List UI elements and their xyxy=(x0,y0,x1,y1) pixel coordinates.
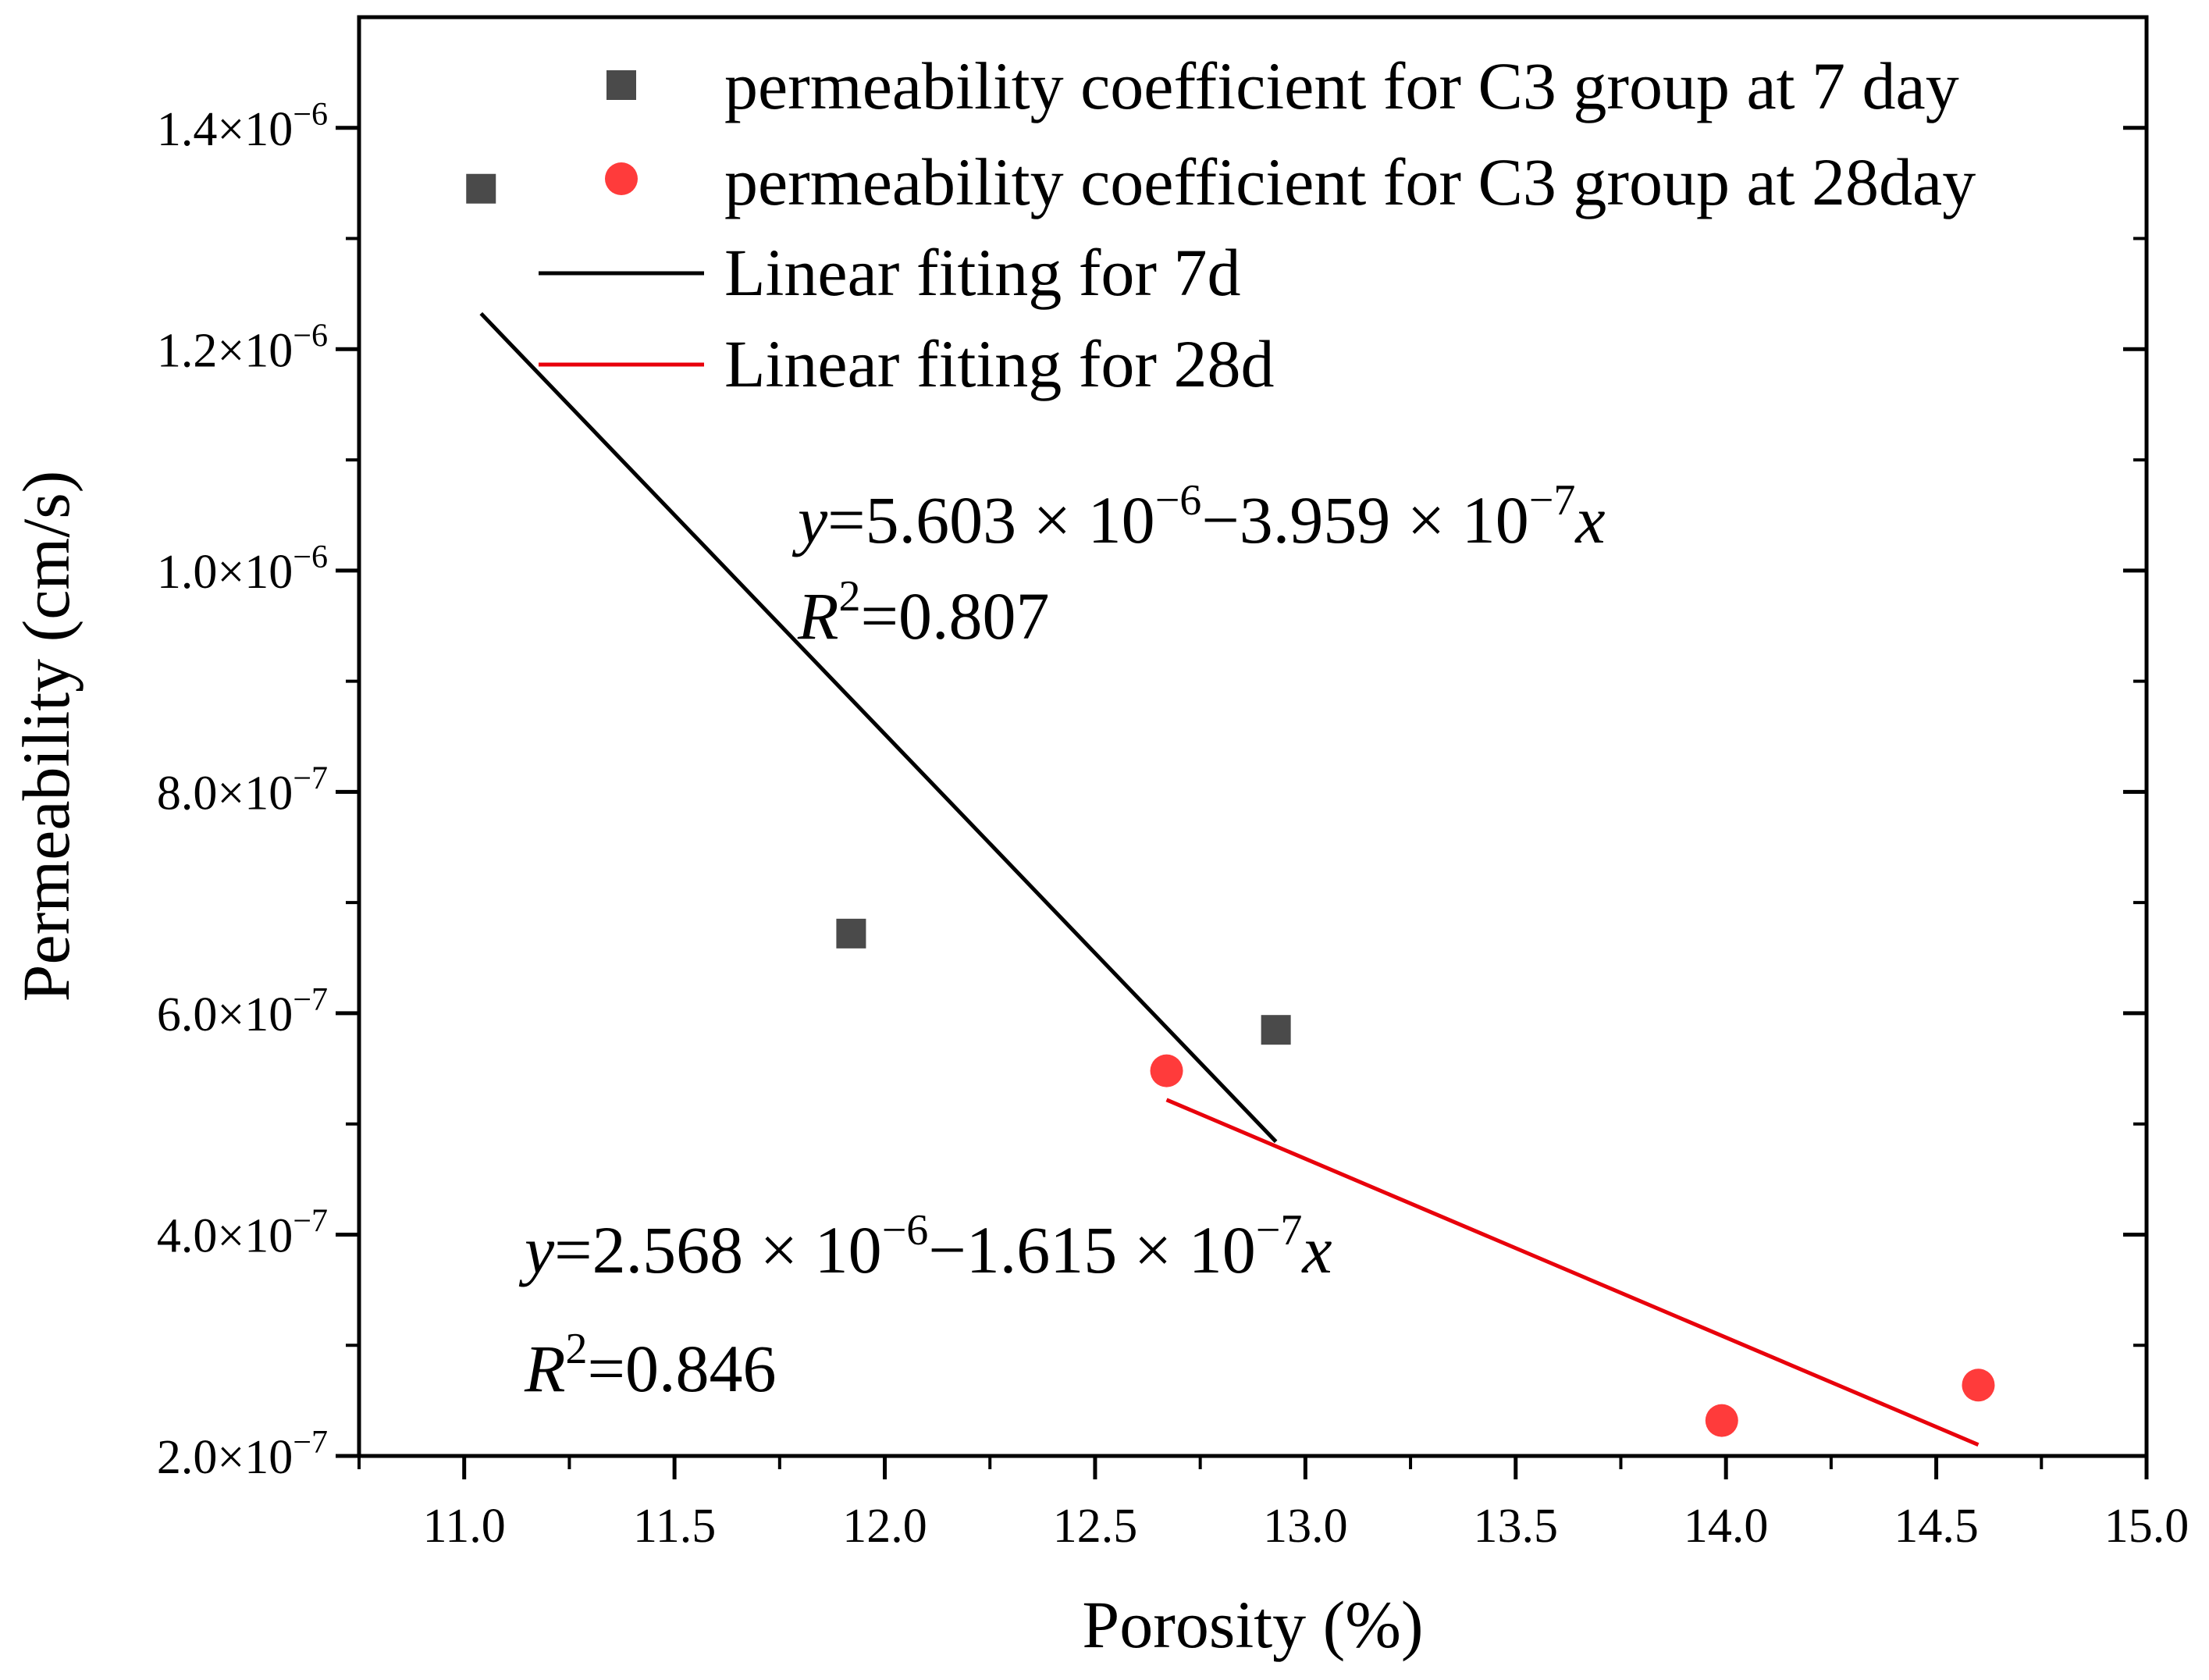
y-axis-ticks: 2.0×10−7 4.0×10−7 6.0×10−7 8.0×10−7 1.0×10−6… xyxy=(157,97,2147,1484)
x-axis-ticks: 11.0 11.5 12.0 12.5 13.0 13.5 14.0 14.5 15.0 xyxy=(357,1456,2189,1553)
r2-7d: R2=0.807 xyxy=(797,572,1050,653)
y-tick-label: 8.0×10−7 xyxy=(157,760,328,820)
annotation-7d: y=5.603 × 10−6−3.959 × 10−7x R2=0.807 xyxy=(791,476,1606,653)
y-tick-label: 2.0×10−7 xyxy=(157,1425,328,1484)
y-tick-label: 1.0×10−6 xyxy=(157,539,328,599)
legend-marker-7d xyxy=(606,70,636,100)
x-tick-label: 12.5 xyxy=(1053,1500,1138,1553)
x-tick-label: 14.5 xyxy=(1894,1500,1979,1553)
x-tick-label: 11.5 xyxy=(633,1500,716,1553)
y-axis-title: Permeability (cm/s) xyxy=(9,471,84,1002)
legend-label-fit-7d: Linear fiting for 7d xyxy=(724,235,1241,310)
equation-7d: y=5.603 × 10−6−3.959 × 10−7x xyxy=(791,476,1606,557)
legend-label-7d: permeability coefficient for C3 group at… xyxy=(724,48,1959,123)
data-point-28d xyxy=(1150,1054,1183,1087)
data-markers xyxy=(466,173,1995,1437)
data-point-28d xyxy=(1962,1369,1995,1402)
fit-lines xyxy=(479,311,1980,1447)
x-tick-label: 15.0 xyxy=(2104,1500,2189,1553)
x-tick-label: 11.0 xyxy=(423,1500,506,1553)
data-point-7d xyxy=(836,918,866,949)
equation-28d: y=2.568 × 10−6−1.615 × 10−7x xyxy=(518,1206,1332,1287)
legend-label-28d: permeability coefficient for C3 group at… xyxy=(724,144,1976,219)
data-point-28d xyxy=(1705,1404,1738,1437)
r2-28d: R2=0.846 xyxy=(524,1325,777,1406)
data-point-7d xyxy=(466,173,496,204)
x-tick-label: 14.0 xyxy=(1684,1500,1769,1553)
x-tick-label: 13.5 xyxy=(1474,1500,1559,1553)
data-point-7d xyxy=(1261,1015,1291,1045)
x-axis-title: Porosity (%) xyxy=(1082,1587,1423,1662)
legend: permeability coefficient for C3 group at… xyxy=(539,48,1976,401)
legend-label-fit-28d: Linear fiting for 28d xyxy=(724,326,1275,401)
fit-line-7d xyxy=(479,311,1278,1144)
y-tick-label: 4.0×10−7 xyxy=(157,1203,328,1262)
y-tick-label: 6.0×10−7 xyxy=(157,982,328,1041)
legend-marker-28d xyxy=(605,162,638,195)
x-tick-label: 13.0 xyxy=(1263,1500,1348,1553)
plot-frame xyxy=(357,15,2149,1458)
y-tick-label: 1.2×10−6 xyxy=(157,318,328,377)
x-tick-label: 12.0 xyxy=(842,1500,927,1553)
y-tick-label: 1.4×10−6 xyxy=(157,97,328,156)
fit-line-28d xyxy=(1165,1098,1980,1447)
annotation-28d: y=2.568 × 10−6−1.615 × 10−7x R2=0.846 xyxy=(518,1206,1332,1406)
